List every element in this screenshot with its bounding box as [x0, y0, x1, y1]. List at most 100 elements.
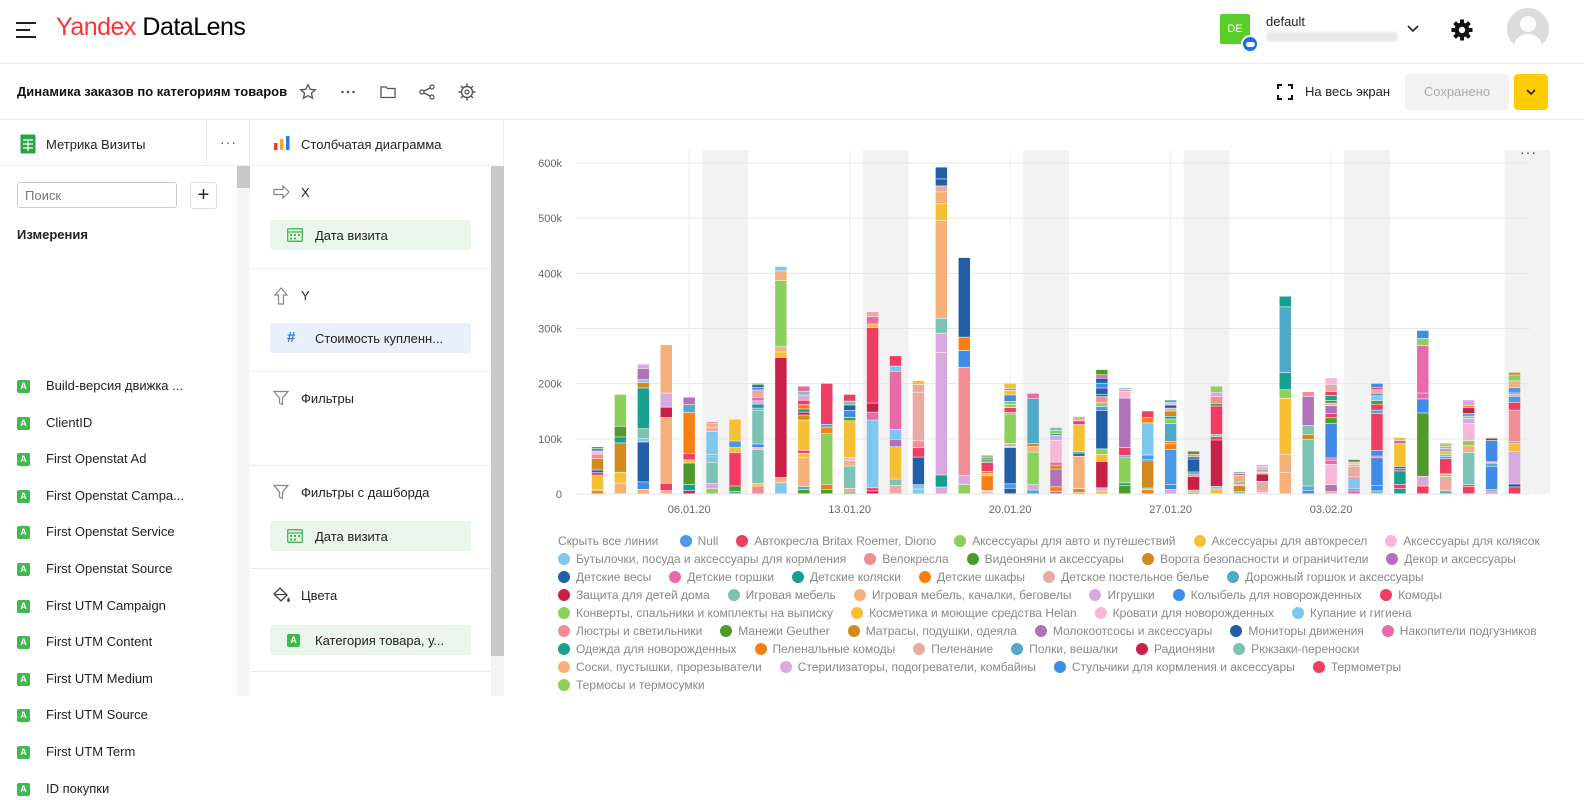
legend-item[interactable]: Детское постельное белье	[1043, 568, 1209, 586]
legend-item[interactable]: Термометры	[1313, 658, 1401, 676]
scrollbar-thumb[interactable]	[237, 166, 250, 188]
folder-icon[interactable]	[378, 82, 398, 102]
bar-segment	[752, 486, 763, 493]
legend-item[interactable]: Молокоотсосы и аксессуары	[1035, 622, 1213, 640]
legend-item[interactable]: Защита для детей дома	[558, 586, 710, 604]
tenant-badge-label: DE	[1227, 23, 1242, 35]
legend-item[interactable]: Стульчики для кормления и аксессуары	[1054, 658, 1295, 676]
legend-item[interactable]: Пеленание	[913, 640, 993, 658]
legend-item[interactable]: Детские горшки	[669, 568, 774, 586]
chart-type-selector[interactable]: Столбчатая диаграмма	[250, 120, 490, 166]
legend-item[interactable]: Пеленальные комоды	[755, 640, 896, 658]
legend-item[interactable]: Ворота безопасности и ограничители	[1142, 550, 1368, 568]
fullscreen-button[interactable]: На весь экран	[1305, 84, 1390, 99]
legend-item[interactable]: Конверты, спальники и комплекты на выпис…	[558, 604, 833, 622]
y-field-chip[interactable]: # Стоимость купленн...	[270, 323, 471, 353]
bar-segment	[1302, 435, 1313, 440]
legend-item[interactable]: Манежи Geuther	[720, 622, 829, 640]
legend-item[interactable]: Детские шкафы	[919, 568, 1025, 586]
legend-label: Бутылочки, посуда и аксессуары для кормл…	[576, 552, 846, 566]
bar-segment	[1211, 393, 1222, 397]
bar-segment	[1004, 405, 1015, 408]
legend-item[interactable]: Аксессуары для колясок	[1385, 532, 1539, 550]
scrollbar-thumb[interactable]	[491, 166, 504, 656]
legend-item[interactable]: Кровати для новорожденных	[1095, 604, 1274, 622]
bar-segment	[1280, 399, 1291, 454]
legend-item[interactable]: Рюкзаки-переноски	[1233, 640, 1359, 658]
bar-segment	[936, 179, 947, 185]
menu-icon[interactable]	[16, 22, 36, 38]
legend-item[interactable]: Полки, вешалки	[1011, 640, 1118, 658]
bar-segment	[1142, 423, 1153, 455]
legend-item[interactable]: Null	[680, 532, 719, 550]
more-icon[interactable]	[338, 82, 358, 102]
legend-item[interactable]: Детские весы	[558, 568, 651, 586]
legend-item[interactable]: Косметика и моющие средства Helan	[851, 604, 1077, 622]
legend-item[interactable]: Игровая мебель, качалки, беговелы	[854, 586, 1072, 604]
colors-section: Цвета A Категория товара, у...	[250, 569, 490, 672]
legend-item[interactable]: Купание и гигиена	[1292, 604, 1412, 622]
legend-item[interactable]: Аксессуары для авто и путешествий	[954, 532, 1175, 550]
legend-item[interactable]: Матрасы, подушки, одеяла	[848, 622, 1017, 640]
tenant-name[interactable]: default	[1266, 14, 1305, 29]
share-icon[interactable]	[417, 82, 437, 102]
save-dropdown-button[interactable]	[1514, 74, 1548, 110]
bar-segment	[1463, 446, 1474, 452]
legend-item[interactable]: Накопители подгузников	[1382, 622, 1537, 640]
gear-icon[interactable]	[1450, 18, 1474, 42]
logo[interactable]: Yandex DataLens	[56, 13, 245, 42]
dashboard-filter-chip[interactable]: Дата визита	[270, 521, 471, 551]
color-field-chip[interactable]: A Категория товара, у...	[270, 625, 471, 655]
legend-item[interactable]: Соски, пустышки, прорезыватели	[558, 658, 762, 676]
save-button[interactable]: Сохранено	[1405, 74, 1509, 110]
filters-section[interactable]: Фильтры	[250, 372, 490, 466]
x-field-chip[interactable]: Дата визита	[270, 220, 471, 250]
visualization-scrollbar[interactable]	[491, 166, 504, 696]
hide-all-lines-button[interactable]: Скрыть все линии	[558, 532, 658, 550]
legend-item[interactable]: Игрушки	[1089, 586, 1154, 604]
add-field-button[interactable]: +	[190, 182, 217, 209]
legend-item[interactable]: Бутылочки, посуда и аксессуары для кормл…	[558, 550, 846, 568]
legend-item[interactable]: Дорожный горшок и аксессуары	[1227, 568, 1423, 586]
bar-segment	[1119, 398, 1130, 447]
bar-segment	[1004, 384, 1015, 388]
dataset-more-icon[interactable]: ···	[220, 134, 237, 150]
dataset-scrollbar[interactable]	[237, 166, 250, 696]
bar-segment	[1165, 485, 1176, 490]
legend-dot	[1385, 535, 1397, 547]
bar-segment	[1188, 457, 1199, 458]
bar-segment	[798, 415, 809, 419]
bar-segment	[1096, 383, 1107, 387]
legend-label: Детские весы	[576, 570, 651, 584]
bar-segment	[1188, 455, 1199, 457]
legend-item[interactable]: Стерилизаторы, подогреватели, комбайны	[780, 658, 1036, 676]
fullscreen-icon[interactable]	[1277, 84, 1293, 100]
legend-item[interactable]: Комоды	[1380, 586, 1442, 604]
settings-icon[interactable]	[457, 82, 477, 102]
legend-item[interactable]: Велокресла	[864, 550, 948, 568]
bar-segment	[1004, 489, 1015, 494]
legend-item[interactable]: Детские коляски	[792, 568, 901, 586]
chevron-down-icon[interactable]	[1406, 22, 1420, 36]
chart-more-icon[interactable]: ···	[1520, 144, 1537, 160]
string-type-icon: A	[17, 453, 30, 466]
legend-item[interactable]: Люстры и светильники	[558, 622, 702, 640]
user-avatar[interactable]	[1507, 8, 1549, 50]
star-icon[interactable]	[298, 82, 318, 102]
field-search-input[interactable]	[17, 182, 177, 208]
legend-item[interactable]: Радионяни	[1136, 640, 1215, 658]
legend-item[interactable]: Игровая мебель	[728, 586, 836, 604]
legend-item[interactable]: Декор и аксессуары	[1386, 550, 1515, 568]
legend-item[interactable]: Термосы и термосумки	[558, 676, 705, 694]
legend-item[interactable]: Мониторы движения	[1230, 622, 1363, 640]
legend-label: Матрасы, подушки, одеяла	[866, 624, 1017, 638]
tenant-badge[interactable]: DE	[1220, 14, 1250, 44]
legend-item[interactable]: Видеоняни и аксессуары	[967, 550, 1124, 568]
bar-segment	[661, 418, 672, 483]
legend-item[interactable]: Автокресла Britax Roemer, Diono	[736, 532, 936, 550]
dataset-name[interactable]: Метрика Визиты	[46, 137, 146, 152]
bar-segment	[1096, 455, 1107, 461]
legend-item[interactable]: Одежда для новорожденных	[558, 640, 737, 658]
legend-item[interactable]: Колыбель для новорожденных	[1173, 586, 1362, 604]
legend-item[interactable]: Аксессуары для автокресел	[1194, 532, 1368, 550]
